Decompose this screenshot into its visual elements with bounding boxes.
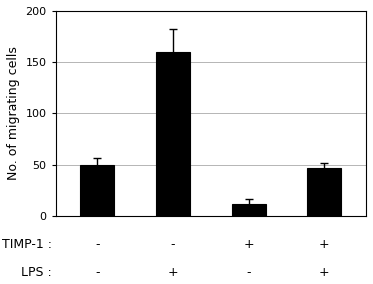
Text: +: +: [319, 266, 330, 279]
Text: LPS :: LPS :: [21, 266, 52, 279]
Bar: [307, 168, 341, 216]
Text: -: -: [95, 238, 100, 251]
Text: -: -: [247, 266, 251, 279]
Text: -: -: [171, 238, 175, 251]
Bar: [156, 52, 190, 216]
Text: +: +: [168, 266, 178, 279]
Bar: [80, 165, 115, 216]
Bar: [232, 204, 266, 216]
Text: -: -: [95, 266, 100, 279]
Text: +: +: [319, 238, 330, 251]
Text: +: +: [244, 238, 254, 251]
Text: TIMP-1 :: TIMP-1 :: [2, 238, 52, 251]
Y-axis label: No. of migrating cells: No. of migrating cells: [7, 47, 20, 180]
